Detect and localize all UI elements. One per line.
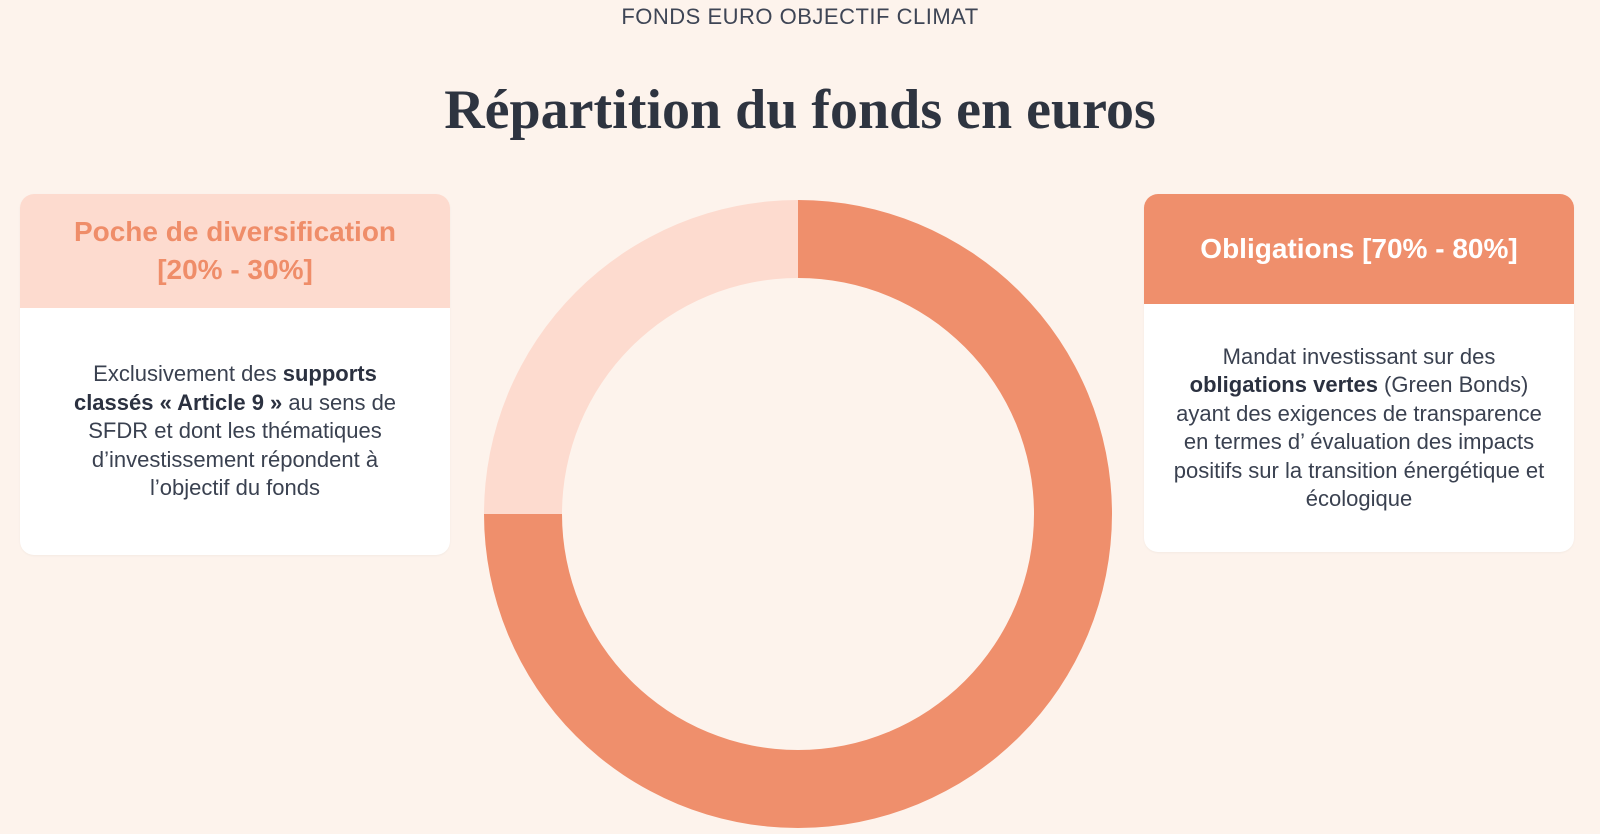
diversification-text-rest: au sens de SFDR et dont les thématiques … (88, 389, 397, 501)
diversification-text-bold: supports classés « Article 9 » (73, 361, 377, 415)
diversification-card: Poche de diversification [20% - 30%] Exc… (20, 194, 450, 555)
obligations-text-intro: Mandat investissant sur des (1222, 343, 1496, 369)
obligations-card-text: Mandat investissant sur des obligations … (1168, 343, 1550, 514)
obligations-card-title: Obligations [70% - 80%] (1144, 194, 1574, 304)
obligations-text-rest: (Green Bonds) ayant des exigences de tra… (1173, 372, 1545, 511)
donut-slice-poche-de-diversification (484, 200, 798, 514)
obligations-text-bold: obligations vertes (1189, 372, 1378, 397)
diversification-card-text: Exclusivement des supports classés « Art… (52, 360, 418, 503)
diversification-text-intro: Exclusivement des (93, 361, 283, 387)
page-eyebrow: FONDS EURO OBJECTIF CLIMAT (621, 4, 979, 29)
diversification-card-title: Poche de diversification [20% - 30%] (20, 194, 450, 308)
page-title: Répartition du fonds en euros (444, 79, 1156, 141)
obligations-card: Obligations [70% - 80%] Mandat investiss… (1144, 194, 1574, 552)
allocation-donut-chart (484, 200, 1112, 828)
diversification-card-body: Exclusivement des supports classés « Art… (20, 308, 450, 555)
obligations-card-body: Mandat investissant sur des obligations … (1144, 304, 1574, 552)
